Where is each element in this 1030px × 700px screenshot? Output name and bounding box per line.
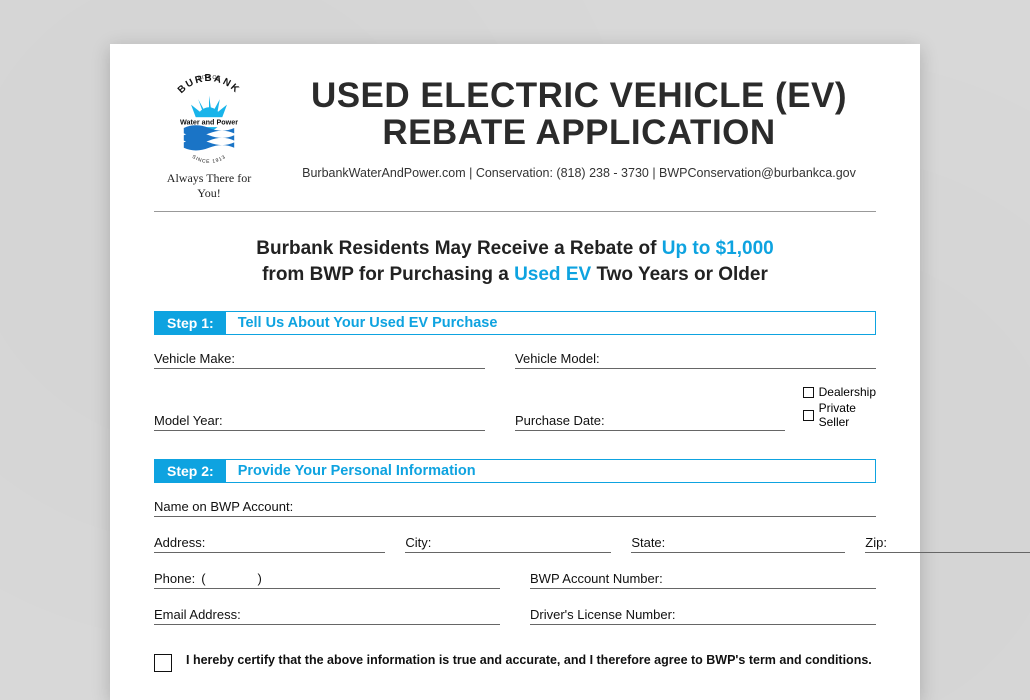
license-label: Driver's License Number:: [530, 607, 676, 622]
state-label: State:: [631, 535, 665, 550]
zip-input[interactable]: [887, 535, 1030, 550]
step-2-form: Name on BWP Account: Address: City: Stat…: [154, 499, 876, 625]
model-year-label: Model Year:: [154, 413, 223, 428]
account-number-input[interactable]: [663, 571, 876, 586]
phone-paren-left: (: [195, 571, 211, 586]
dealership-option[interactable]: Dealership: [803, 385, 876, 399]
address-input[interactable]: [205, 535, 385, 550]
phone-field[interactable]: Phone: ( ): [154, 571, 500, 589]
account-number-field[interactable]: BWP Account Number:: [530, 571, 876, 589]
city-field[interactable]: City:: [405, 535, 611, 553]
phone-label: Phone:: [154, 571, 195, 586]
svg-text:BURBANK: BURBANK: [176, 74, 242, 96]
subhead-text: Two Years or Older: [591, 264, 768, 285]
email-field[interactable]: Email Address:: [154, 607, 500, 625]
certify-checkbox[interactable]: [154, 654, 172, 672]
checkbox-icon[interactable]: [803, 410, 814, 421]
phone-paren-right: ): [252, 571, 268, 586]
step-2-label: Provide Your Personal Information: [226, 460, 488, 482]
account-name-field[interactable]: Name on BWP Account:: [154, 499, 876, 517]
document-page: CITY OF BURBANK Water and Power: [110, 44, 920, 700]
step-1-number: Step 1:: [155, 312, 226, 334]
address-field[interactable]: Address:: [154, 535, 385, 553]
seller-type-group: Dealership Private Seller: [803, 385, 876, 431]
subhead-accent: Up to $1,000: [662, 238, 774, 259]
contact-line: BurbankWaterAndPower.com | Conservation:…: [282, 166, 876, 180]
svg-text:SINCE 1913: SINCE 1913: [191, 154, 227, 164]
purchase-date-input[interactable]: [605, 413, 785, 428]
vehicle-make-input[interactable]: [235, 351, 485, 366]
state-input[interactable]: [665, 535, 845, 550]
purchase-date-row: Purchase Date: Dealership Private Seller: [515, 385, 876, 431]
vehicle-model-input[interactable]: [600, 351, 876, 366]
step-1-bar: Step 1: Tell Us About Your Used EV Purch…: [154, 311, 876, 335]
purchase-date-label: Purchase Date:: [515, 413, 605, 428]
phone-area-input[interactable]: [212, 571, 252, 586]
state-field[interactable]: State:: [631, 535, 845, 553]
license-input[interactable]: [676, 607, 876, 622]
header-text: USED ELECTRIC VEHICLE (EV) REBATE APPLIC…: [282, 74, 876, 180]
step-2-bar: Step 2: Provide Your Personal Informatio…: [154, 459, 876, 483]
title-line-1: USED ELECTRIC VEHICLE (EV): [311, 76, 847, 115]
license-field[interactable]: Driver's License Number:: [530, 607, 876, 625]
certify-text: I hereby certify that the above informat…: [186, 653, 872, 667]
svg-text:Water and Power: Water and Power: [180, 117, 238, 126]
dealership-label: Dealership: [819, 385, 876, 399]
subhead-text: from BWP for Purchasing a: [262, 264, 514, 285]
account-name-input[interactable]: [293, 499, 876, 514]
vehicle-make-field[interactable]: Vehicle Make:: [154, 351, 485, 369]
email-input[interactable]: [241, 607, 500, 622]
title-line-2: REBATE APPLICATION: [382, 113, 775, 152]
zip-label: Zip:: [865, 535, 887, 550]
city-input[interactable]: [431, 535, 611, 550]
subhead: Burbank Residents May Receive a Rebate o…: [154, 236, 876, 287]
step-2-number: Step 2:: [155, 460, 226, 482]
model-year-input[interactable]: [223, 413, 485, 428]
zip-field[interactable]: Zip:: [865, 535, 1030, 553]
model-year-field[interactable]: Model Year:: [154, 385, 485, 431]
logo-block: CITY OF BURBANK Water and Power: [154, 74, 264, 201]
account-number-label: BWP Account Number:: [530, 571, 663, 586]
vehicle-model-label: Vehicle Model:: [515, 351, 600, 366]
subhead-accent: Used EV: [514, 264, 591, 285]
checkbox-icon[interactable]: [803, 387, 814, 398]
address-row: Address: City: State: Zip:: [154, 535, 876, 553]
address-label: Address:: [154, 535, 205, 550]
step-1-label: Tell Us About Your Used EV Purchase: [226, 312, 510, 334]
purchase-date-field[interactable]: Purchase Date:: [515, 413, 785, 431]
private-seller-label: Private Seller: [819, 401, 876, 429]
email-label: Email Address:: [154, 607, 241, 622]
page-title: USED ELECTRIC VEHICLE (EV) REBATE APPLIC…: [282, 78, 876, 152]
header: CITY OF BURBANK Water and Power: [154, 74, 876, 212]
certify-row: I hereby certify that the above informat…: [154, 653, 876, 672]
bwp-logo-icon: CITY OF BURBANK Water and Power: [164, 74, 254, 164]
city-label: City:: [405, 535, 431, 550]
vehicle-make-label: Vehicle Make:: [154, 351, 235, 366]
private-seller-option[interactable]: Private Seller: [803, 401, 876, 429]
vehicle-model-field[interactable]: Vehicle Model:: [515, 351, 876, 369]
logo-tagline: Always There for You!: [154, 171, 264, 201]
subhead-text: Burbank Residents May Receive a Rebate o…: [256, 238, 661, 259]
step-1-form: Vehicle Make: Vehicle Model: Model Year:…: [154, 351, 876, 431]
account-name-label: Name on BWP Account:: [154, 499, 293, 514]
phone-number-input[interactable]: [268, 571, 500, 586]
